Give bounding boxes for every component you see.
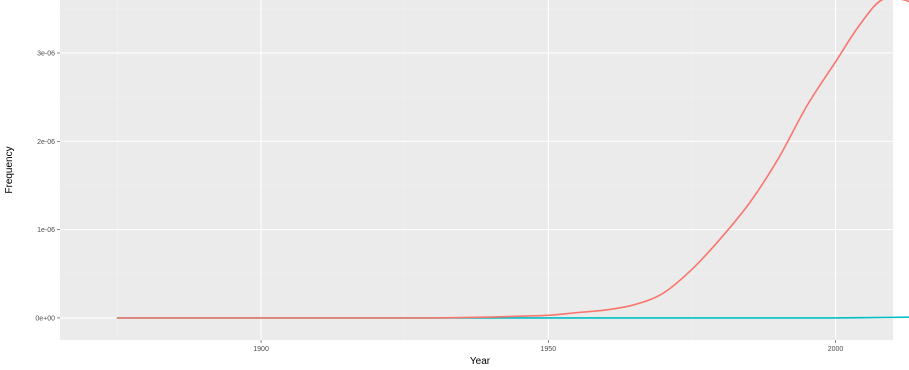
y-tick-label: 0e+00: [35, 315, 55, 322]
x-axis: 1900195020002050: [253, 340, 844, 353]
x-tick-label: 1900: [253, 346, 269, 353]
y-axis-title: Frequency: [4, 146, 15, 193]
series-lines: [116, 0, 909, 319]
y-tick-label: 1e-06: [37, 227, 55, 234]
x-axis-title: Year: [470, 356, 491, 367]
x-tick-label: 2000: [828, 346, 844, 353]
y-tick-label: 2e-06: [37, 139, 55, 146]
plot-panel: [60, 0, 893, 340]
grid-minor: [60, 0, 893, 340]
x-tick-label: 1950: [541, 346, 557, 353]
y-tick-label: 3e-06: [37, 50, 55, 57]
y-axis: 0e+00 1e-06 2e-06 3e-06: [35, 50, 60, 322]
series-line-transistors: [116, 0, 909, 319]
